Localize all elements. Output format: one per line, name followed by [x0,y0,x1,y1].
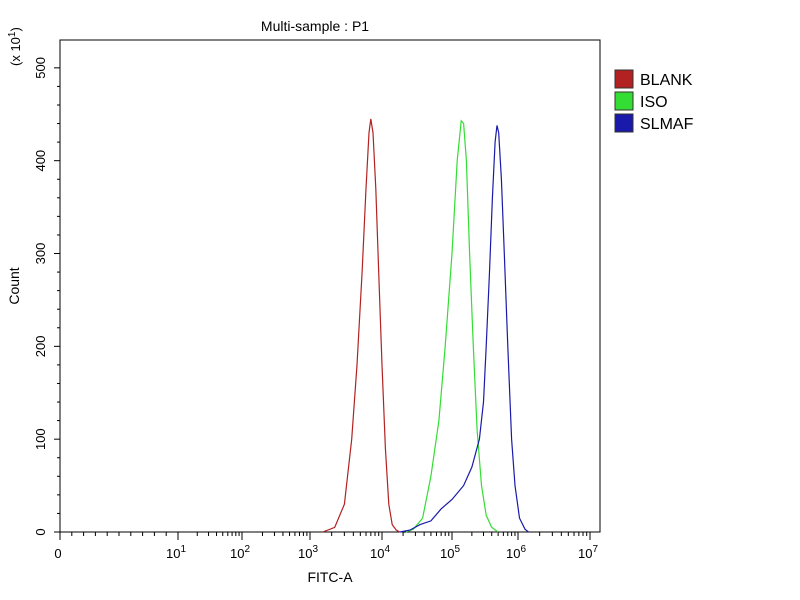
x-tick-label: 107 [578,544,598,561]
plot-area [59,39,601,533]
chart-title: Multi-sample : P1 [261,18,369,34]
x-axis: 0 101 102 103 104 105 106 107 [54,532,598,561]
series-line-blank [322,118,401,533]
y-tick-label: 200 [33,335,48,357]
legend-label-iso: ISO [640,94,668,111]
legend-label-slmaf: SLMAF [640,116,694,133]
legend-label-blank: BLANK [640,72,693,89]
legend-swatch-iso [614,91,634,111]
y-axis-label: Count [6,267,22,304]
y-tick-label: 100 [33,428,48,450]
series-line-iso [405,119,499,533]
x-tick-label: 102 [230,544,250,561]
x-axis-label: FITC-A [307,569,353,585]
series-line-slmaf [399,125,529,533]
x-tick-label: 105 [440,544,460,561]
legend-swatch-blank [614,69,634,89]
y-tick-label: 400 [33,150,48,172]
x-tick-label: 103 [298,544,318,561]
legend-swatch-slmaf [614,113,634,133]
legend: BLANK ISO SLMAF [614,69,694,133]
y-multiplier-exponent: 1 [7,31,18,37]
y-multiplier-prefix: (x 10 [8,37,23,66]
y-tick-label: 0 [33,528,48,535]
y-axis-multiplier: (x 101) [7,27,23,66]
x-tick-label: 0 [54,546,61,561]
y-tick-label: 300 [33,243,48,265]
y-multiplier-close: ) [8,27,23,31]
x-tick-label: 101 [166,544,186,561]
x-tick-label: 106 [506,544,526,561]
svg-text:(x 101): (x 101) [7,27,23,66]
series-layer [322,118,529,533]
x-tick-label: 104 [370,544,390,561]
y-axis: 0 100 200 300 400 500 [33,57,60,536]
y-tick-label: 500 [33,57,48,79]
